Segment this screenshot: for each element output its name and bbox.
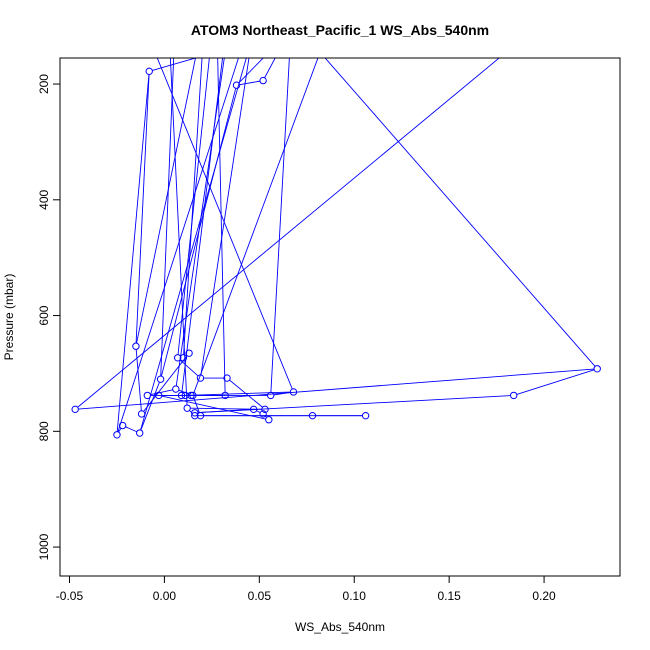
y-tick-label: 800 [37, 421, 51, 441]
series-line-segment [136, 75, 149, 344]
y-tick-label: 400 [37, 189, 51, 209]
series-line-segment-offscreen [265, 52, 279, 78]
series-line-segment-offscreen [201, 52, 250, 375]
x-tick-label: -0.05 [56, 589, 84, 603]
series-line-segment [180, 360, 198, 376]
y-tick-label: 200 [37, 74, 51, 94]
x-axis-label: WS_Abs_540nm [295, 620, 385, 634]
series-line-segment-offscreen [137, 52, 197, 343]
series-line-segment [78, 369, 594, 409]
series-line-segment [141, 382, 160, 430]
series-line-segment-offscreen [271, 52, 290, 392]
x-tick-label: 0.10 [343, 589, 367, 603]
data-point [114, 432, 120, 438]
chart-title: ATOM3 Northeast_Pacific_1 WS_Abs_540nm [191, 22, 489, 38]
series-line-segment [126, 427, 137, 432]
series-line-segment [190, 408, 261, 409]
data-point [266, 417, 272, 423]
data-point [594, 366, 600, 372]
data-point [138, 411, 144, 417]
data-point [144, 392, 150, 398]
x-tick-label: 0.20 [532, 589, 556, 603]
data-point [133, 343, 139, 349]
y-axis-label: Pressure (mbar) [2, 274, 16, 361]
y-tick-label: 600 [37, 305, 51, 325]
series-line-segment-offscreen [161, 52, 174, 376]
plot-frame [60, 58, 620, 576]
series-line-segment-offscreen [152, 52, 215, 70]
data-point [184, 405, 190, 411]
series-line-segment [144, 356, 188, 412]
x-tick-label: 0.05 [248, 589, 272, 603]
data-point [72, 406, 78, 412]
y-tick-label: 1000 [37, 533, 51, 560]
x-tick-label: 0.15 [437, 589, 461, 603]
y-axis: 200 400 600 800 1000 [37, 74, 60, 561]
plot-area [72, 52, 600, 438]
data-point [362, 412, 368, 418]
series-line-segment [257, 411, 261, 413]
x-tick-label: 0.00 [153, 589, 177, 603]
x-axis: -0.05 0.00 0.05 0.10 0.15 0.20 [56, 576, 556, 603]
series-line-segment-offscreen [184, 52, 203, 354]
data-point [510, 392, 516, 398]
data-point [137, 430, 143, 436]
data-point [157, 376, 163, 382]
data-point [146, 68, 152, 74]
data-point [260, 77, 266, 83]
series-line-segment [117, 74, 149, 431]
series-line-segment [517, 370, 594, 395]
data-point [268, 392, 274, 398]
data-point [173, 386, 179, 392]
series-line-segment-offscreen [320, 52, 595, 366]
series-line-segment-offscreen [182, 52, 223, 392]
series-line-segment [240, 81, 260, 85]
